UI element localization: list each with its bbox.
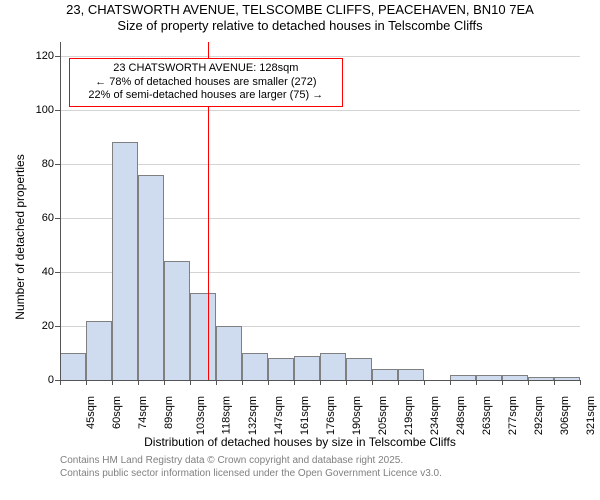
ytick-label: 100 [26, 104, 54, 116]
x-axis-line [60, 380, 580, 381]
annotation-line: 23 CHATSWORTH AVENUE: 128sqm [75, 62, 337, 76]
histogram-bar [398, 369, 424, 380]
xtick-label: 45sqm [85, 396, 97, 429]
xtick-label: 234sqm [429, 396, 441, 435]
xtick-label: 176sqm [325, 396, 337, 435]
xtick-mark [580, 380, 581, 385]
histogram-bar [216, 326, 242, 380]
xtick-label: 161sqm [299, 396, 311, 435]
histogram-bar [86, 321, 112, 380]
footer-line1: Contains HM Land Registry data © Crown c… [60, 455, 442, 468]
xtick-label: 277sqm [507, 396, 519, 435]
ytick-label: 20 [26, 320, 54, 332]
histogram-bar [112, 142, 138, 380]
histogram-bar [242, 353, 268, 380]
xtick-label: 219sqm [403, 396, 415, 435]
annotation-line: ← 78% of detached houses are smaller (27… [75, 76, 337, 90]
ytick-label: 40 [26, 266, 54, 278]
xtick-label: 74sqm [137, 396, 149, 429]
ytick-label: 120 [26, 50, 54, 62]
xtick-label: 292sqm [533, 396, 545, 435]
histogram-bar [60, 353, 86, 380]
xtick-label: 103sqm [195, 396, 207, 435]
plot-area: 02040608010012045sqm60sqm74sqm89sqm103sq… [60, 42, 580, 380]
xtick-label: 306sqm [559, 396, 571, 435]
xtick-label: 263sqm [481, 396, 493, 435]
footer-attribution: Contains HM Land Registry data © Crown c… [60, 455, 442, 480]
xtick-label: 89sqm [163, 396, 175, 429]
xtick-label: 321sqm [585, 396, 597, 435]
chart-title-line1: 23, CHATSWORTH AVENUE, TELSCOMBE CLIFFS,… [0, 2, 600, 18]
xtick-label: 60sqm [111, 396, 123, 429]
annotation-box: 23 CHATSWORTH AVENUE: 128sqm← 78% of det… [69, 58, 343, 107]
histogram-bar [346, 358, 372, 380]
histogram-bar [294, 356, 320, 380]
chart-title-block: 23, CHATSWORTH AVENUE, TELSCOMBE CLIFFS,… [0, 2, 600, 35]
xtick-label: 205sqm [377, 396, 389, 435]
gridline [60, 56, 580, 57]
x-axis-label: Distribution of detached houses by size … [0, 435, 600, 449]
ytick-label: 60 [26, 212, 54, 224]
chart-title-line2: Size of property relative to detached ho… [0, 18, 600, 34]
y-axis-line [60, 42, 61, 380]
annotation-line: 22% of semi-detached houses are larger (… [75, 89, 337, 103]
histogram-bar [268, 358, 294, 380]
xtick-label: 248sqm [455, 396, 467, 435]
histogram-bar [164, 261, 190, 380]
histogram-bar [138, 175, 164, 381]
histogram-bar [372, 369, 398, 380]
xtick-label: 147sqm [273, 396, 285, 435]
histogram-bar [320, 353, 346, 380]
xtick-label: 132sqm [247, 396, 259, 435]
gridline [60, 110, 580, 111]
ytick-label: 0 [26, 374, 54, 386]
footer-line2: Contains public sector information licen… [60, 468, 442, 481]
xtick-label: 118sqm [220, 396, 232, 434]
xtick-label: 190sqm [351, 396, 363, 435]
histogram-bar [190, 293, 216, 380]
gridline [60, 164, 580, 165]
ytick-label: 80 [26, 158, 54, 170]
y-axis-label: Number of detached properties [13, 137, 27, 337]
